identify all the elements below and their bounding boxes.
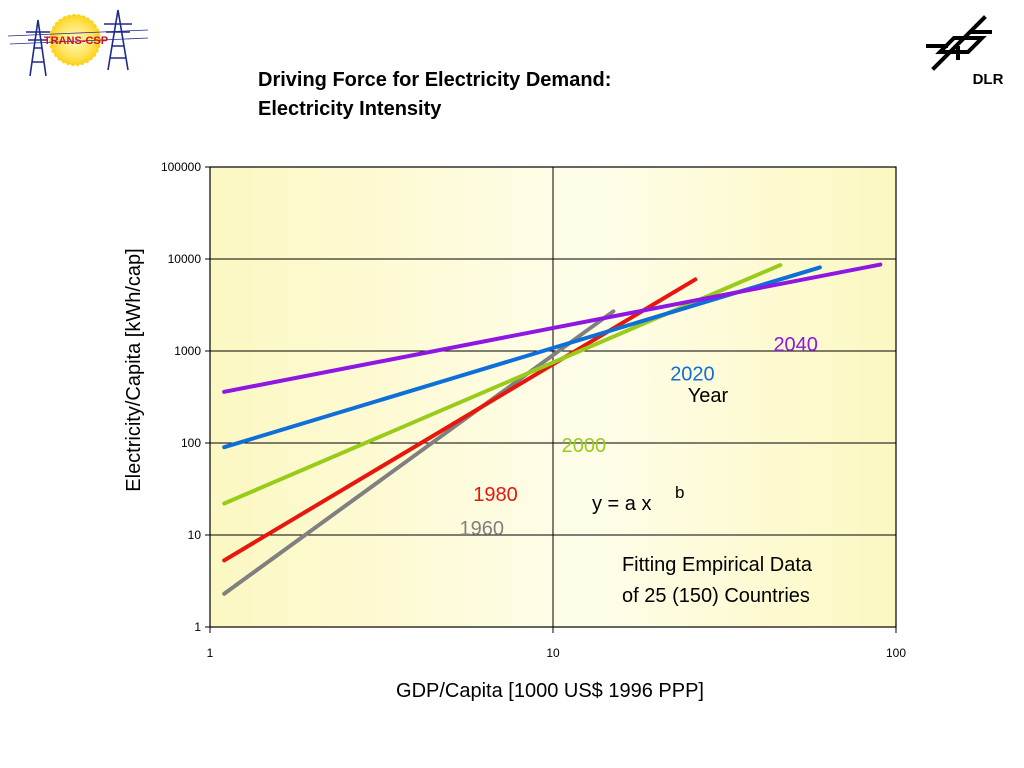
dlr-emblem-icon <box>926 15 992 71</box>
y-tick-label: 10 <box>188 528 202 542</box>
title-line-2: Electricity Intensity <box>258 98 442 120</box>
plot-frame <box>209 166 897 628</box>
dlr-logo: DLR <box>926 15 1004 86</box>
series-label-2020: 2020 <box>670 364 715 386</box>
fit-note-line-2: of 25 (150) Countries <box>622 585 810 607</box>
y-tick-label: 100000 <box>161 160 201 174</box>
series-label-1960: 1960 <box>460 518 505 540</box>
legend-title: Year <box>688 385 729 407</box>
x-axis-label: GDP/Capita [1000 US$ 1996 PPP] <box>396 680 704 702</box>
labels: 1960 1980 2000 2020 2040 Year y = a x b Fitting … <box>460 334 818 607</box>
x-tick-label: 10 <box>546 646 560 660</box>
y-axis-label: Electricity/Capita [kWh/cap] <box>123 248 145 491</box>
x-tick-label: 1 <box>207 646 214 660</box>
series-line-2040 <box>222 262 883 394</box>
series-line-1960 <box>222 309 616 596</box>
axes: 1 10 100 1000 10000 100000 1 10 100 GDP/Capita [1… <box>123 160 906 702</box>
series-line-2000 <box>222 263 783 506</box>
x-tick-label: 100 <box>886 646 906 660</box>
series-line-1980 <box>222 277 698 563</box>
y-tick-label: 1000 <box>174 344 201 358</box>
series-label-1980: 1980 <box>473 484 518 506</box>
y-tick-label: 100 <box>181 436 201 450</box>
title-line-1: Driving Force for Electricity Demand: <box>258 69 612 91</box>
y-tick-label: 10000 <box>168 252 202 266</box>
logo-right-text: DLR <box>973 71 1004 86</box>
series-label-2000: 2000 <box>562 435 607 457</box>
logo-left-text: TRANS-CSP <box>44 35 108 47</box>
power-pylon-icon <box>8 9 149 77</box>
slide-title: Driving Force for Electricity Demand: El… <box>258 66 778 124</box>
y-tick-label: 1 <box>194 620 201 634</box>
formula-annotation: y = a x <box>592 493 651 515</box>
trans-csp-logo: TRANS-CSP <box>8 9 149 77</box>
series-label-2040: 2040 <box>773 334 818 356</box>
formula-exponent: b <box>675 483 684 502</box>
fit-note-line-1: Fitting Empirical Data <box>622 554 813 576</box>
series-lines <box>222 262 883 596</box>
